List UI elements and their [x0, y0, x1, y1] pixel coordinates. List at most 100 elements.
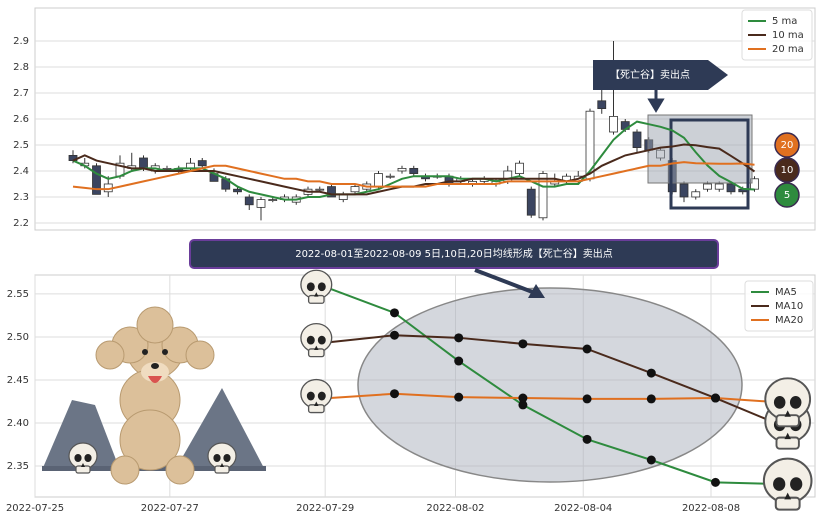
candle-body: [538, 173, 548, 219]
x-tick-label: 2022-07-25: [6, 503, 64, 514]
candle-body: [597, 100, 607, 110]
y-tick-label: 2.45: [7, 375, 29, 386]
candle-body: [726, 183, 736, 193]
candle-body: [703, 183, 712, 190]
candle-body: [233, 188, 242, 193]
highlight-zone: [647, 114, 753, 184]
dog-tongue: [148, 376, 162, 383]
skull-marker: [764, 377, 812, 428]
candle-body: [197, 160, 207, 167]
y-tick-label: 2.55: [7, 289, 29, 300]
ma-badge: [774, 132, 800, 158]
y-tick-label: 2.50: [7, 332, 29, 343]
candle-body: [385, 175, 395, 178]
point-marker: [646, 394, 656, 404]
skull-jaw: [774, 496, 801, 511]
candle-body: [139, 157, 148, 169]
ma-line: [330, 334, 781, 426]
candle-body: [526, 188, 536, 216]
point-marker: [454, 333, 464, 343]
x-tick-label: 2022-08-08: [682, 503, 740, 514]
skull-jaw: [775, 414, 800, 428]
legend-label: MA20: [775, 315, 803, 326]
dog-fur: [95, 340, 125, 370]
point-marker: [646, 368, 656, 378]
candle-body: [691, 191, 701, 198]
point-marker: [710, 477, 720, 487]
mountain: [175, 388, 265, 470]
skull-marker: [300, 269, 333, 304]
dog-fur: [110, 455, 140, 485]
skull-marker: [300, 378, 333, 414]
skull-eye: [773, 395, 786, 409]
legend-box: [744, 280, 814, 332]
ma-badge: [774, 182, 800, 208]
skull-eye: [306, 335, 315, 345]
ma-badge-label: 10: [781, 165, 794, 176]
candle-body: [515, 162, 524, 174]
y-tick-label: 2.5: [13, 140, 29, 151]
candle-body: [244, 196, 254, 206]
candle-body: [409, 167, 419, 174]
legend-label: MA5: [775, 287, 797, 298]
point-marker: [518, 393, 528, 403]
skull-jaw: [75, 465, 91, 474]
candle-body: [374, 173, 383, 187]
dog-fur: [136, 306, 174, 344]
point-marker: [582, 344, 592, 354]
candle-body: [397, 167, 407, 172]
annotation: 【死亡谷】卖出点: [610, 68, 690, 81]
y-tick-label: 2.3: [13, 192, 29, 203]
skull-nose: [314, 292, 319, 297]
y-tick-label: 2.40: [7, 418, 29, 429]
legend-label: 20 ma: [772, 44, 804, 55]
point-marker: [454, 356, 464, 366]
ma-line: [330, 392, 780, 404]
skull-jaw: [307, 348, 325, 358]
candle-body: [268, 199, 278, 201]
x-tick-label: 2022-08-04: [554, 503, 612, 514]
skull-jaw: [214, 465, 230, 474]
skull-marker: [68, 442, 98, 474]
annotation-arrow-box: [593, 60, 728, 90]
skull-eye: [306, 282, 315, 292]
skull-nose: [784, 492, 792, 500]
skull-eye: [84, 454, 92, 462]
point-marker: [646, 455, 656, 465]
point-marker: [390, 389, 400, 399]
skull-nose: [784, 410, 791, 417]
annotation-arrow: [474, 268, 536, 295]
highlight-ellipse: [357, 287, 743, 483]
candle-body: [714, 183, 724, 190]
annotation-pointer: [647, 90, 665, 113]
annotation-arrowhead: [528, 284, 545, 298]
ma-badge-label: 20: [781, 140, 794, 151]
skull-jaw: [307, 294, 325, 304]
dog-eye: [142, 349, 148, 355]
dog-fur: [165, 455, 195, 485]
skull-eye: [213, 454, 221, 462]
ma-badge: [774, 157, 800, 183]
skull-eye: [317, 282, 326, 292]
x-tick-label: 2022-07-29: [296, 503, 354, 514]
candle-body: [632, 131, 642, 148]
point-marker: [582, 394, 592, 404]
candle-body: [609, 116, 618, 133]
y-tick-label: 2.35: [7, 461, 29, 472]
ma-line: [72, 120, 755, 201]
skull-eye: [317, 335, 326, 345]
candle-body: [162, 167, 172, 170]
legend-label: MA10: [775, 301, 803, 312]
y-tick-label: 2.9: [13, 36, 29, 47]
y-tick-label: 2.4: [13, 166, 29, 177]
dog-fur: [119, 409, 181, 471]
point-marker: [518, 400, 528, 410]
y-tick-label: 2.6: [13, 114, 29, 125]
point-marker: [582, 434, 592, 444]
legend-label: 10 ma: [772, 30, 804, 41]
ma-line: [72, 161, 755, 191]
candle-body: [315, 188, 325, 191]
candle-body: [256, 199, 266, 208]
point-marker: [518, 339, 528, 349]
